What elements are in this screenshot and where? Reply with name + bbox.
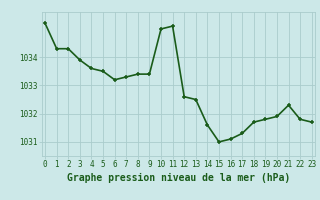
X-axis label: Graphe pression niveau de la mer (hPa): Graphe pression niveau de la mer (hPa)	[67, 173, 290, 183]
